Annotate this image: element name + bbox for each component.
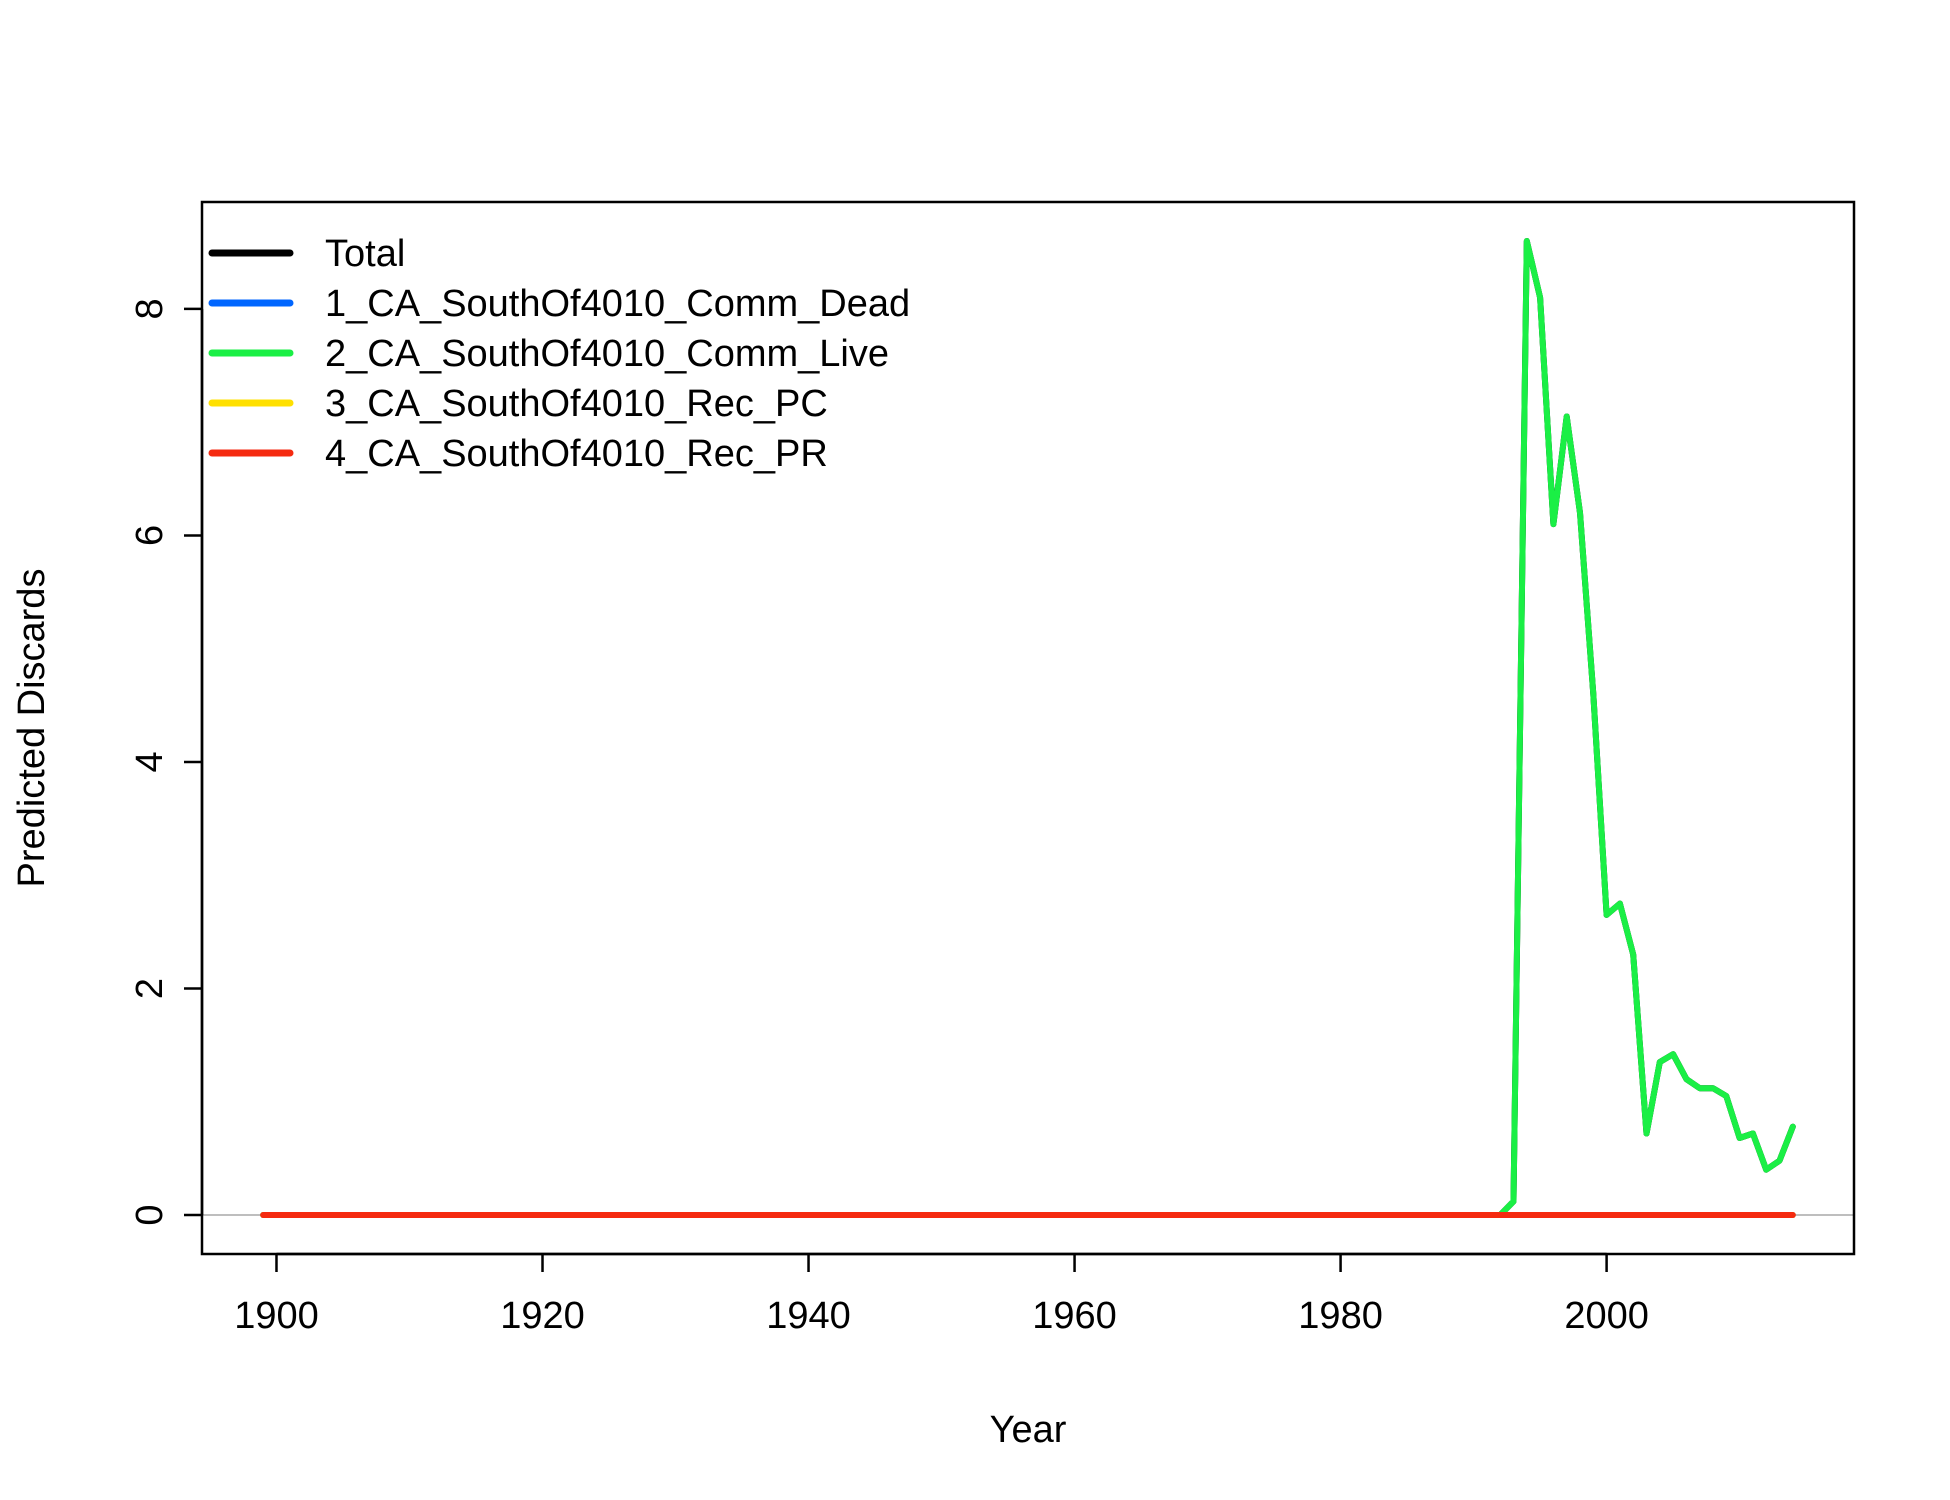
y-tick-label: 2 <box>129 978 171 999</box>
x-tick-label: 1980 <box>1298 1295 1383 1337</box>
y-tick-label: 0 <box>129 1204 171 1225</box>
x-tick-label: 1960 <box>1032 1295 1117 1337</box>
legend-label: Total <box>325 233 405 275</box>
x-axis-title: Year <box>990 1409 1067 1451</box>
series-layer <box>260 238 1796 1218</box>
x-tick-label: 1920 <box>500 1295 585 1337</box>
legend-label: 3_CA_SouthOf4010_Rec_PC <box>325 383 828 425</box>
x-tick-label: 1900 <box>234 1295 319 1337</box>
y-tick-label: 8 <box>129 298 171 319</box>
y-tick-label: 6 <box>129 525 171 546</box>
legend: Total 1_CA_SouthOf4010_Comm_Dead 2_CA_Sout… <box>208 233 910 475</box>
x-tick-label: 1940 <box>766 1295 851 1337</box>
y-tick-label: 4 <box>129 751 171 772</box>
legend-label: 1_CA_SouthOf4010_Comm_Dead <box>325 283 910 325</box>
y-axis: 0 2 4 6 8 <box>129 298 204 1226</box>
y-axis-title: Predicted Discards <box>11 569 53 888</box>
x-axis: 1900 1920 1940 1960 1980 2000 <box>234 1252 1649 1337</box>
x-tick-label: 2000 <box>1564 1295 1649 1337</box>
legend-label: 2_CA_SouthOf4010_Comm_Live <box>325 333 889 375</box>
legend-label: 4_CA_SouthOf4010_Rec_PR <box>325 433 828 475</box>
